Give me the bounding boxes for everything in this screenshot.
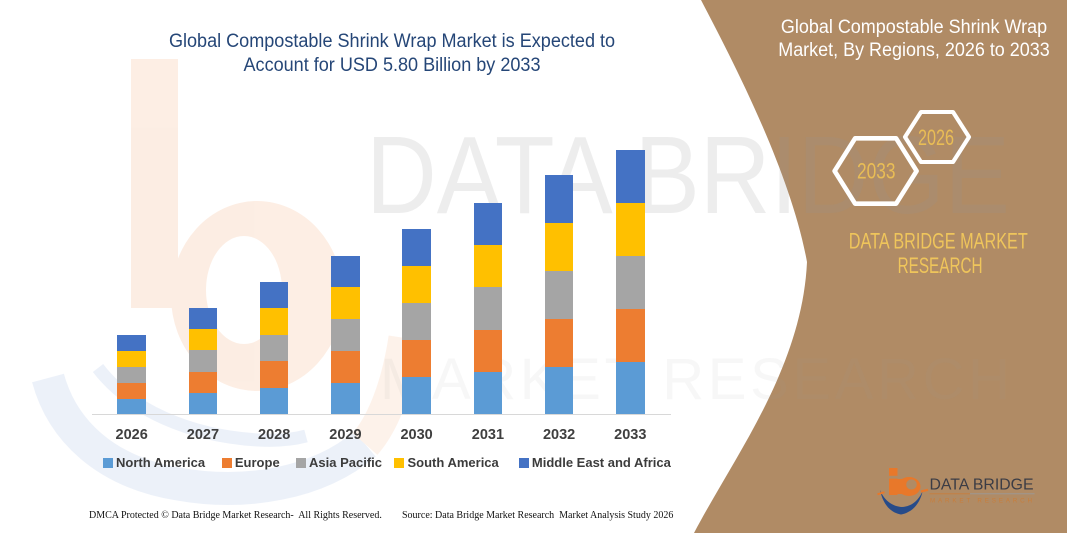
svg-text:2033: 2033 <box>857 159 896 184</box>
svg-text:DATA BRIDGE: DATA BRIDGE <box>930 477 1034 494</box>
svg-text:MARKET RESEARCH: MARKET RESEARCH <box>930 498 1032 505</box>
svg-text:DATA BRIDGE MARKET: DATA BRIDGE MARKET <box>849 228 1028 253</box>
svg-text:2026: 2026 <box>918 125 954 150</box>
svg-text:RESEARCH: RESEARCH <box>898 253 983 278</box>
svg-text:DATA BRIDGE: DATA BRIDGE <box>366 114 1010 237</box>
